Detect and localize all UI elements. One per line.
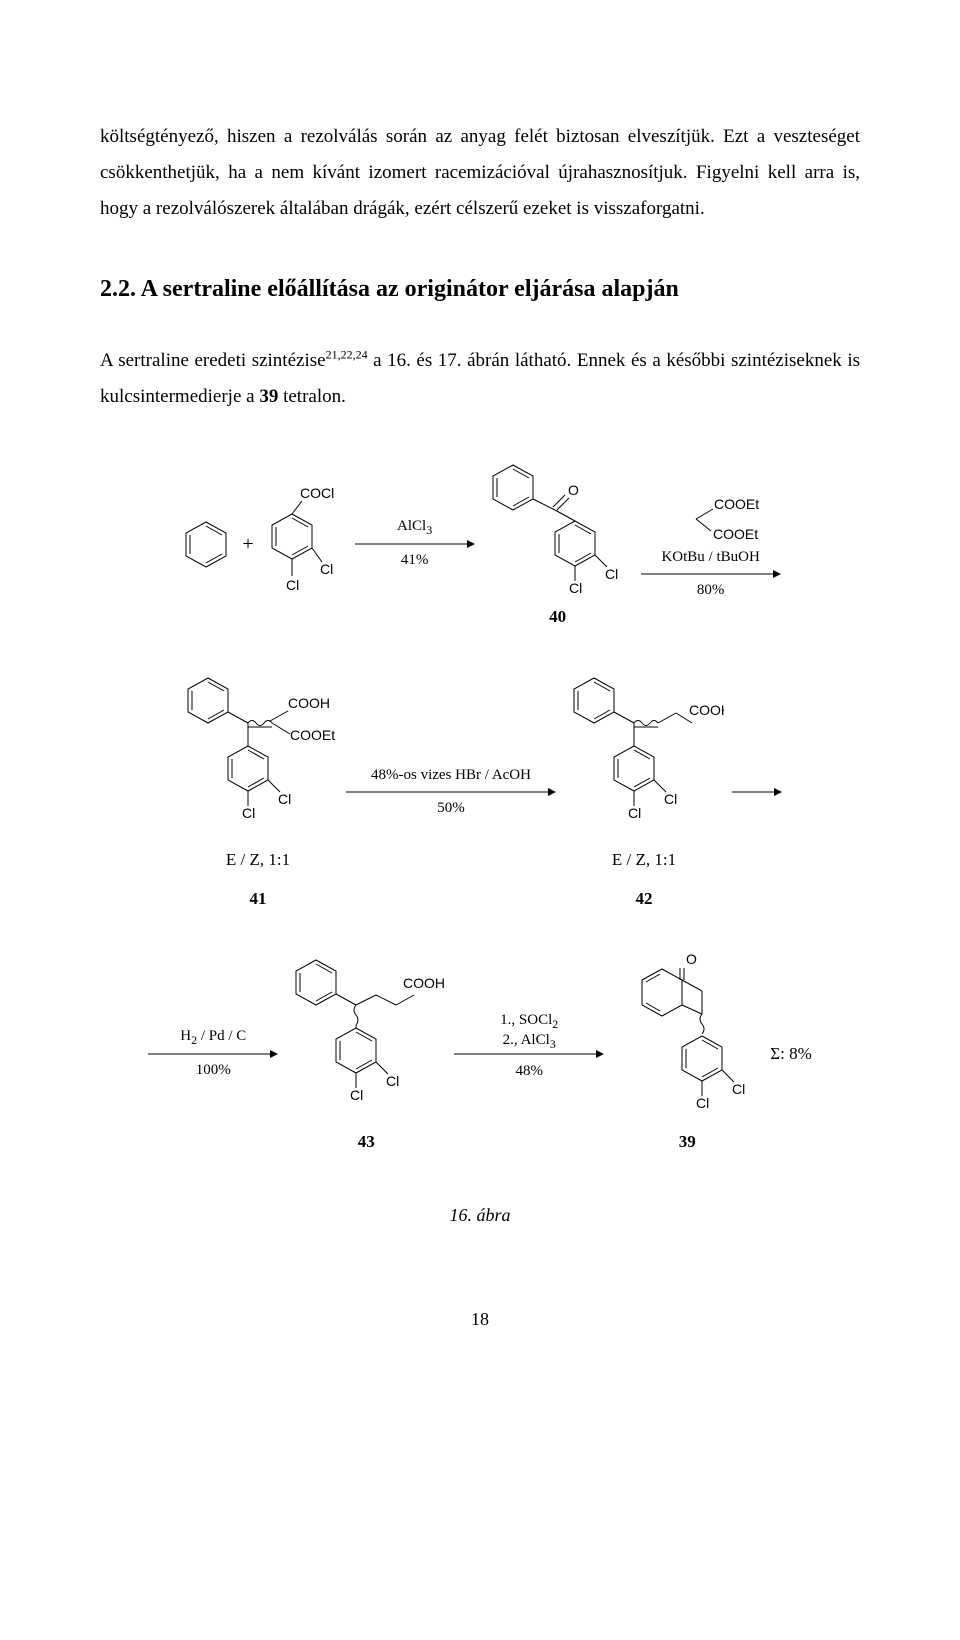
label-cooet-b: COOEt [713,526,758,542]
label-cl-2b: Cl [569,580,582,595]
arrow-3: 48%-os vizes HBr / AcOH 50% [346,772,556,812]
paragraph-2: A sertraline eredeti szintézise21,22,24 … [100,343,860,415]
label-cooh-42: COOH [689,702,724,718]
benzene-struct [179,517,234,572]
cmp40-label: 40 [549,601,566,633]
ez-41: E / Z, 1:1 [226,844,290,876]
label-cl-42a: Cl [664,791,677,807]
para2-post: tetralon. [278,386,346,407]
label-o-1: O [568,482,579,498]
para2-cmp: 39 [259,386,278,407]
arrow1-top: AlCl3 [355,512,475,542]
figure-caption: 16. ábra [100,1198,860,1232]
label-cooh-41: COOH [288,695,330,711]
arrow-5: 1., SOCl2 2., AlCl3 48% [454,1029,604,1079]
para2-pre: A sertraline eredeti szintézise [100,350,326,371]
sigma-yield: Σ: 8% [770,1038,812,1070]
plus-sign: + [242,525,253,563]
cmp43-label: 43 [358,1126,375,1158]
cmp43-struct: COOH Cl Cl [286,950,446,1120]
label-cl-43a: Cl [386,1073,399,1089]
label-cocl: COCl [300,485,334,501]
section-heading: 2.2. A sertraline előállítása az originá… [100,267,860,313]
arrow5-bot: 48% [454,1057,604,1086]
arrow3-bot: 50% [346,794,556,823]
arrow3-top: 48%-os vizes HBr / AcOH [346,761,556,790]
arrow2-bot: 80% [641,576,781,605]
label-cl-41a: Cl [278,791,291,807]
cmp42-label: 42 [636,883,653,915]
label-cl-39b: Cl [696,1095,709,1111]
label-cl-2a: Cl [605,566,618,582]
arrow2-top: KOtBu / tBuOH [641,543,781,572]
label-o-39: O [686,951,697,967]
label-cl-42b: Cl [628,805,641,821]
arrow1-bot: 41% [355,546,475,575]
cmp39-label: 39 [679,1126,696,1158]
arrow-4: H2 / Pd / C 100% [148,1034,278,1074]
cmp42-struct: COOH Cl Cl [564,668,724,838]
cmp39-struct: O [612,950,762,1120]
ketone-40-struct: O Cl Cl [483,455,633,595]
label-cl-1b: Cl [286,577,299,593]
arrow4-top: H2 / Pd / C [148,1022,278,1052]
arrow-3b [732,782,782,802]
ez-42: E / Z, 1:1 [612,844,676,876]
label-cooet-41: COOEt [290,727,335,743]
paragraph-1: költségtényező, hiszen a rezolválás sorá… [100,119,860,227]
page-number: 18 [100,1302,860,1336]
label-cooet-a: COOEt [714,496,759,512]
succinate-struct: COOEt COOEt [651,495,771,550]
cocl-aryl-struct: COCl Cl Cl [262,484,347,604]
arrow4-bot: 100% [148,1056,278,1085]
arrow5-top: 1., SOCl2 2., AlCl3 [454,1011,604,1052]
label-cl-39a: Cl [732,1081,745,1097]
arrow-1: AlCl3 41% [355,524,475,564]
reaction-scheme: + COCl Cl Cl AlCl3 41% [100,455,860,1158]
cmp41-label: 41 [250,883,267,915]
label-cl-43b: Cl [350,1087,363,1103]
label-cl-1a: Cl [320,561,333,577]
cmp41-struct: COOH COOEt Cl Cl [178,668,338,838]
arrow-2: KOtBu / tBuOH 80% [641,554,781,594]
label-cooh-43: COOH [403,975,445,991]
para2-ref: 21,22,24 [326,348,368,362]
label-cl-41b: Cl [242,805,255,821]
